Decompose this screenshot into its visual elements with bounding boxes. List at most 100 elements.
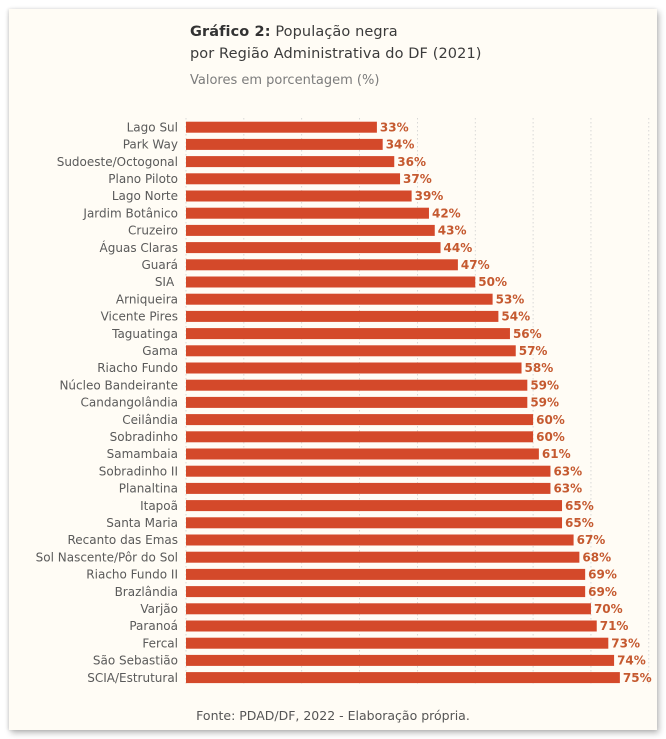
chart-title: Gráfico 2: População negra por Região Ad… [190, 21, 482, 65]
category-label: Varjão [140, 602, 178, 616]
bar [186, 620, 597, 632]
bar [186, 362, 522, 374]
category-label: SIA [155, 275, 178, 289]
category-label: Guará [141, 258, 178, 272]
value-label: 44% [444, 241, 473, 255]
bar [186, 224, 435, 236]
value-label: 33% [380, 120, 409, 134]
category-label: Riacho Fundo II [86, 568, 178, 582]
category-label: Santa Maria [106, 516, 178, 530]
bar [186, 654, 615, 666]
bar [186, 138, 383, 150]
chart-title-line-1: Gráfico 2: População negra [190, 21, 482, 43]
bar [186, 293, 493, 305]
bar [186, 637, 609, 649]
chart-title-text: População negra [270, 24, 398, 40]
value-label: 56% [513, 327, 542, 341]
bar [186, 465, 551, 477]
bar [186, 672, 620, 684]
value-label: 59% [530, 396, 559, 410]
category-label: Ceilândia [122, 413, 178, 427]
value-labels: 33% 34% 36% 37% 39% 42% 43% 44% 47% 50% 53% 54% 56% 5… [380, 120, 652, 684]
value-label: 61% [542, 447, 571, 461]
category-label: Samambaia [107, 447, 178, 461]
category-label: SCIA/Estrutural [87, 671, 178, 685]
chart-title-line-2: por Região Administrativa do DF (2021) [190, 46, 482, 62]
bar [186, 173, 401, 185]
category-label: Fercal [142, 636, 178, 650]
bar [186, 448, 539, 460]
bar [186, 517, 563, 529]
value-label: 37% [403, 172, 432, 186]
bar [186, 345, 516, 357]
value-label: 70% [594, 602, 623, 616]
value-label: 63% [553, 464, 582, 478]
bar [186, 259, 458, 271]
value-label: 59% [530, 378, 559, 392]
chart-subtitle: Valores em porcentagem (%) [190, 73, 380, 88]
category-label: Lago Norte [112, 189, 178, 203]
bar [186, 414, 534, 426]
category-label: Brazlândia [115, 585, 178, 599]
value-label: 36% [397, 155, 426, 169]
value-label: 67% [577, 533, 606, 547]
category-label: São Sebastião [93, 654, 178, 668]
chart-source: Fonte: PDAD/DF, 2022 - Elaboração própri… [196, 708, 470, 723]
category-label: Park Way [123, 138, 178, 152]
chart-title-number: Gráfico 2: [190, 24, 271, 40]
bar [186, 156, 395, 168]
value-label: 53% [496, 292, 525, 306]
bar [186, 276, 476, 288]
category-label: Sobradinho II [99, 464, 178, 478]
category-label: Lago Sul [127, 120, 178, 134]
bar [186, 534, 574, 546]
bar [186, 379, 528, 391]
bar [186, 396, 528, 408]
value-label: 43% [438, 224, 467, 238]
value-label: 60% [536, 413, 565, 427]
value-label: 63% [553, 482, 582, 496]
bar [186, 500, 563, 512]
value-label: 75% [623, 671, 652, 685]
category-label: Sudoeste/Octogonal [57, 155, 178, 169]
value-label: 50% [478, 275, 507, 289]
category-label: Riacho Fundo [97, 361, 178, 375]
bar [186, 190, 412, 202]
category-label: Candangolândia [81, 396, 178, 410]
category-label: Itapoã [140, 499, 178, 513]
bar [186, 310, 499, 322]
value-label: 58% [525, 361, 554, 375]
bar [186, 603, 591, 615]
category-label: Paranoá [129, 619, 178, 633]
category-label: Sobradinho [110, 430, 178, 444]
bar [186, 586, 586, 598]
category-label: Gama [142, 344, 178, 358]
value-label: 71% [600, 619, 629, 633]
value-label: 69% [588, 568, 617, 582]
value-label: 69% [588, 585, 617, 599]
value-label: 74% [617, 654, 646, 668]
value-label: 42% [432, 206, 461, 220]
bar [186, 431, 534, 443]
value-label: 47% [461, 258, 490, 272]
value-label: 65% [565, 516, 594, 530]
value-label: 65% [565, 499, 594, 513]
value-label: 57% [519, 344, 548, 358]
value-label: 39% [415, 189, 444, 203]
bar [186, 551, 580, 563]
bar [186, 207, 429, 219]
category-label: Arniqueira [116, 292, 178, 306]
category-label: Vicente Pires [101, 310, 178, 324]
value-label: 73% [611, 636, 640, 650]
bar [186, 242, 441, 254]
category-label: Cruzeiro [128, 224, 178, 238]
category-label: Jardim Botânico [82, 206, 178, 220]
bar [186, 121, 377, 133]
value-label: 68% [582, 550, 611, 564]
category-label: Núcleo Bandeirante [59, 378, 178, 392]
category-label: Taguatinga [111, 327, 178, 341]
category-label: Águas Claras [100, 240, 178, 255]
bar [186, 568, 586, 580]
category-label: Recanto das Emas [67, 533, 178, 547]
